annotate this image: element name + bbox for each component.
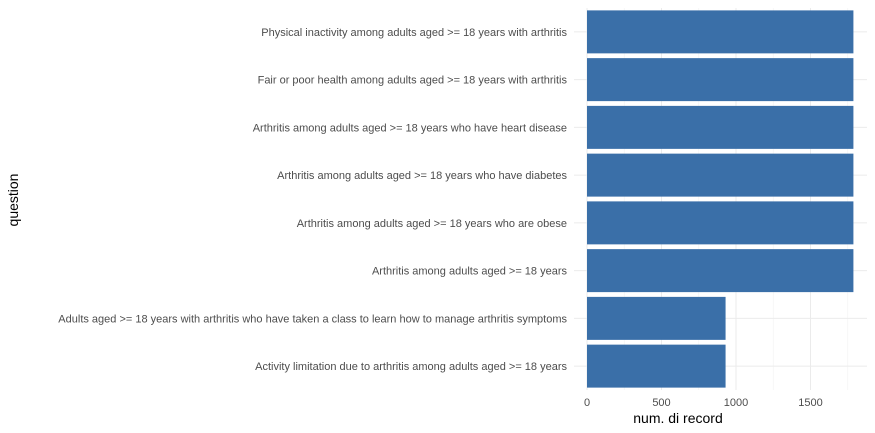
bar (587, 344, 726, 388)
x-tick-label: 500 (652, 397, 670, 409)
bar (587, 58, 854, 102)
x-tick-labels: 0 500 1000 1500 (584, 397, 823, 409)
x-tick-label: 1500 (798, 397, 822, 409)
bars (587, 10, 854, 388)
category-label: Arthritis among adults aged >= 18 years … (277, 170, 567, 182)
x-axis-title: num. di record (633, 410, 722, 426)
category-label: Activity limitation due to arthritis amo… (255, 361, 567, 373)
category-label: Physical inactivity among adults aged >=… (261, 27, 567, 39)
category-label: Fair or poor health among adults aged >=… (258, 75, 568, 87)
bar (587, 153, 854, 197)
bar (587, 296, 726, 340)
category-label: Arthritis among adults aged >= 18 years (372, 266, 568, 278)
x-tick-label: 0 (584, 397, 590, 409)
bar (587, 10, 854, 54)
bar (587, 201, 854, 245)
x-tick-label: 1000 (724, 397, 748, 409)
category-labels: Physical inactivity among adults aged >=… (58, 27, 567, 373)
bar (587, 249, 854, 293)
category-label: Arthritis among adults aged >= 18 years … (297, 218, 567, 230)
y-axis-title: question (5, 174, 21, 227)
bar (587, 105, 854, 149)
category-label: Adults aged >= 18 years with arthritis w… (58, 313, 567, 325)
category-label: Arthritis among adults aged >= 18 years … (253, 122, 567, 134)
